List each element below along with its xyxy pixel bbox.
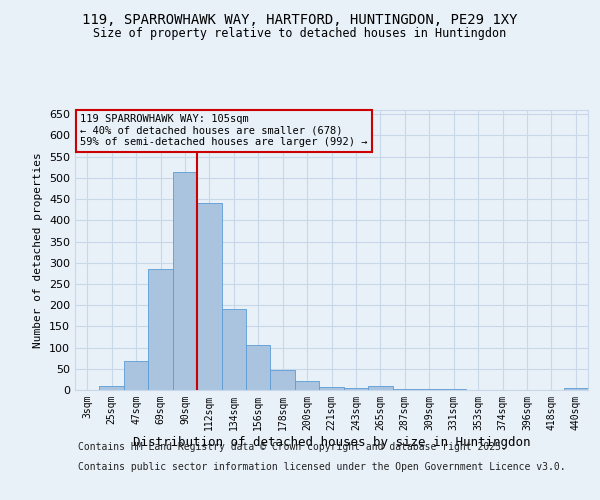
Bar: [173, 172, 197, 390]
Text: Size of property relative to detached houses in Huntingdon: Size of property relative to detached ho…: [94, 28, 506, 40]
Bar: [221, 308, 246, 390]
Bar: [100, 386, 124, 390]
Bar: [148, 269, 173, 390]
Text: 119 SPARROWHAWK WAY: 105sqm
← 40% of detached houses are smaller (678)
59% of se: 119 SPARROWHAWK WAY: 105sqm ← 40% of det…: [80, 114, 368, 148]
Bar: [295, 381, 319, 390]
Bar: [392, 388, 417, 390]
Text: Contains public sector information licensed under the Open Government Licence v3: Contains public sector information licen…: [78, 462, 566, 472]
Bar: [368, 386, 392, 390]
Bar: [319, 386, 344, 390]
Bar: [344, 388, 368, 390]
Text: 119, SPARROWHAWK WAY, HARTFORD, HUNTINGDON, PE29 1XY: 119, SPARROWHAWK WAY, HARTFORD, HUNTINGD…: [82, 12, 518, 26]
Bar: [563, 388, 588, 390]
Bar: [271, 370, 295, 390]
Bar: [124, 361, 148, 390]
Bar: [417, 388, 442, 390]
Bar: [442, 389, 466, 390]
X-axis label: Distribution of detached houses by size in Huntingdon: Distribution of detached houses by size …: [133, 436, 530, 448]
Bar: [246, 344, 271, 390]
Y-axis label: Number of detached properties: Number of detached properties: [34, 152, 43, 348]
Text: Contains HM Land Registry data © Crown copyright and database right 2025.: Contains HM Land Registry data © Crown c…: [78, 442, 507, 452]
Bar: [197, 204, 221, 390]
